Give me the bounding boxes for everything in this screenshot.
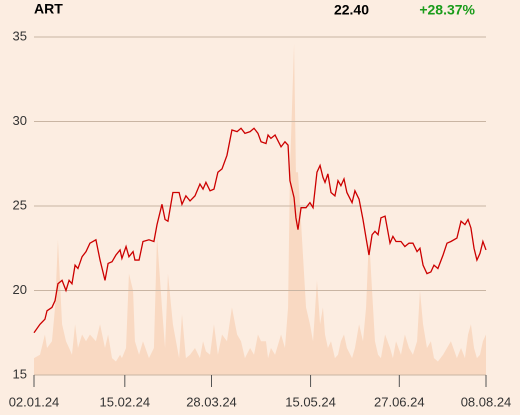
y-tick-label: 25 — [13, 197, 27, 212]
x-tick-label: 15.05.24 — [285, 394, 336, 409]
volume-area — [34, 43, 486, 375]
y-tick-label: 15 — [13, 366, 27, 381]
y-tick-label: 30 — [13, 113, 27, 128]
change: +28.37% — [419, 2, 475, 18]
y-tick-label: 35 — [13, 28, 27, 43]
x-tick-label: 27.06.24 — [374, 394, 425, 409]
x-tick-label: 02.01.24 — [9, 394, 60, 409]
x-tick-label: 08.08.24 — [461, 394, 512, 409]
y-tick-label: 20 — [13, 282, 27, 297]
x-tick-label: 15.02.24 — [100, 394, 151, 409]
x-tick-label: 28.03.24 — [186, 394, 237, 409]
price: 22.40 — [334, 2, 369, 18]
price-line — [33, 127, 487, 334]
chart-title: ART — [34, 1, 63, 17]
